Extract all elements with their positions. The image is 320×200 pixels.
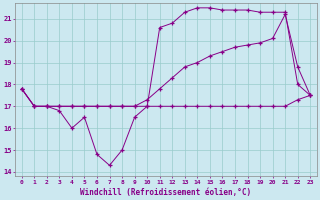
X-axis label: Windchill (Refroidissement éolien,°C): Windchill (Refroidissement éolien,°C) (80, 188, 252, 197)
